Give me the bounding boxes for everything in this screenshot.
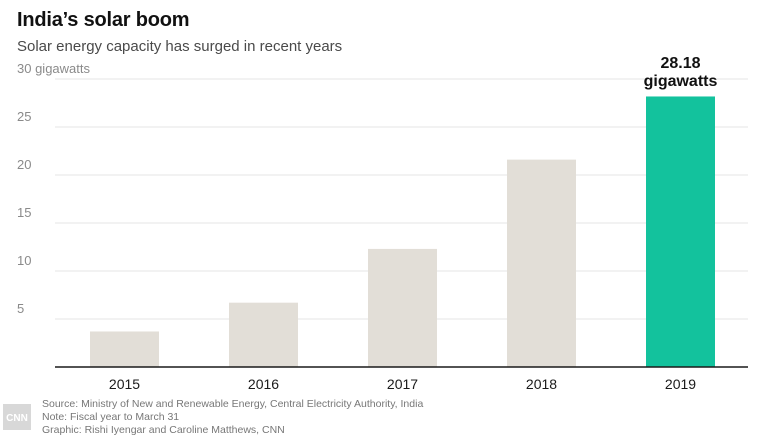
bar-2015 — [90, 331, 159, 367]
chart-footer: Source: Ministry of New and Renewable En… — [42, 398, 423, 437]
svg-text:CNN: CNN — [6, 413, 28, 424]
bar-2018 — [507, 159, 576, 367]
graphic-credit: Graphic: Rishi Iyengar and Caroline Matt… — [42, 424, 285, 436]
fiscal-note: Note: Fiscal year to March 31 — [42, 411, 180, 423]
bar-annotation-value: 28.18 — [660, 55, 700, 72]
y-tick-label: 30 gigawatts — [17, 61, 90, 76]
bar-annotation-unit: gigawatts — [644, 73, 718, 90]
y-tick-label: 10 — [17, 253, 31, 268]
bar-2016 — [229, 302, 298, 367]
y-tick-label: 25 — [17, 109, 31, 124]
x-tick-label: 2015 — [109, 376, 140, 392]
bar-2017 — [368, 248, 437, 367]
y-tick-label: 20 — [17, 157, 31, 172]
x-tick-label: 2018 — [526, 376, 557, 392]
chart-subtitle: Solar energy capacity has surged in rece… — [17, 38, 343, 55]
y-tick-label: 5 — [17, 301, 24, 316]
y-tick-label: 15 — [17, 205, 31, 220]
x-tick-label: 2016 — [248, 376, 279, 392]
source-note: Source: Ministry of New and Renewable En… — [42, 398, 424, 410]
bar-2019 — [646, 96, 715, 368]
chart-title: India’s solar boom — [17, 9, 190, 31]
x-tick-label: 2017 — [387, 376, 418, 392]
x-tick-label: 2019 — [665, 376, 696, 392]
cnn-logo: CNN — [3, 404, 31, 430]
